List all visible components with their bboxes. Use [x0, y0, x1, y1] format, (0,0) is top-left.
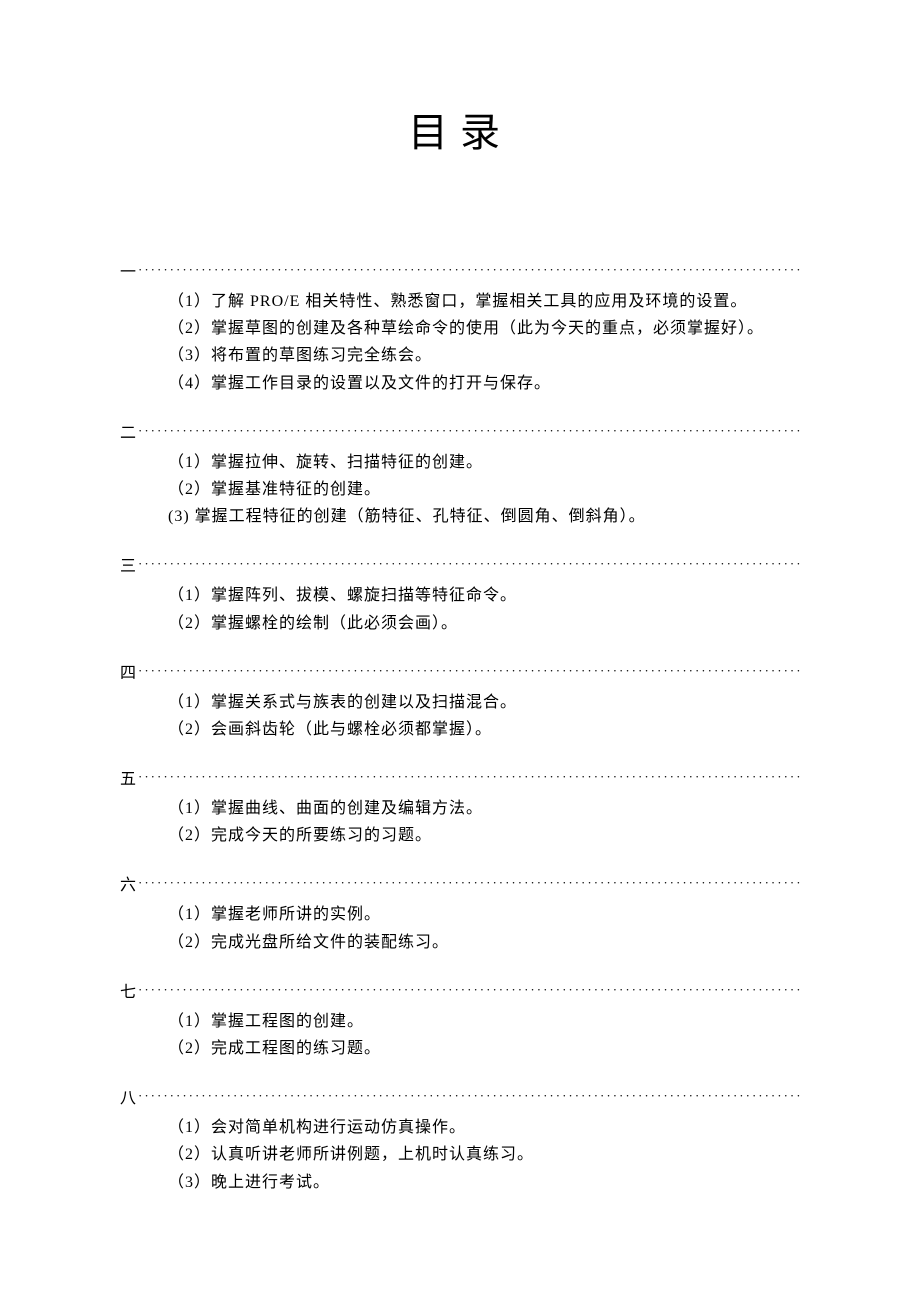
list-item: （2）会画斜齿轮（此与螺栓必须都掌握）。 — [168, 716, 800, 743]
item-list: （1）掌握曲线、曲面的创建及编辑方法。（2）完成今天的所要练习的习题。 — [120, 795, 800, 849]
section-header: 六 — [120, 871, 800, 895]
list-item: （1）会对简单机构进行运动仿真操作。 — [168, 1114, 800, 1141]
leader-dots — [136, 773, 800, 789]
leader-dots — [136, 667, 800, 683]
item-list: （1）掌握工程图的创建。（2）完成工程图的练习题。 — [120, 1008, 800, 1062]
list-item: （1）掌握工程图的创建。 — [168, 1008, 800, 1035]
list-item: （2）掌握草图的创建及各种草绘命令的使用（此为今天的重点，必须掌握好）。 — [168, 315, 800, 342]
leader-dots — [136, 879, 800, 895]
list-item: （2）完成工程图的练习题。 — [168, 1035, 800, 1062]
list-item: （1）掌握曲线、曲面的创建及编辑方法。 — [168, 795, 800, 822]
list-item: （2）掌握基准特征的创建。 — [168, 476, 800, 503]
item-list: （1）了解 PRO/E 相关特性、熟悉窗口，掌握相关工具的应用及环境的设置。（2… — [120, 288, 800, 397]
leader-dots — [136, 427, 800, 443]
section: 二 （1）掌握拉伸、旋转、扫描特征的创建。（2）掌握基准特征的创建。(3) 掌握工… — [120, 419, 800, 531]
section-header: 四 — [120, 659, 800, 683]
item-list: （1）掌握关系式与族表的创建以及扫描混合。（2）会画斜齿轮（此与螺栓必须都掌握）… — [120, 689, 800, 743]
item-list: （1）掌握拉伸、旋转、扫描特征的创建。（2）掌握基准特征的创建。(3) 掌握工程… — [120, 449, 800, 531]
section-number: 三 — [120, 552, 136, 576]
list-item: （2）掌握螺栓的绘制（此必须会画）。 — [168, 610, 800, 637]
sections-container: 一（1）了解 PRO/E 相关特性、熟悉窗口，掌握相关工具的应用及环境的设置。（… — [120, 258, 800, 1196]
leader-dots — [136, 560, 800, 576]
section: 七 （1）掌握工程图的创建。（2）完成工程图的练习题。 — [120, 978, 800, 1062]
section: 五 （1）掌握曲线、曲面的创建及编辑方法。（2）完成今天的所要练习的习题。 — [120, 765, 800, 849]
section-header: 八 — [120, 1084, 800, 1108]
section-number: 八 — [120, 1084, 136, 1108]
list-item: （2）完成今天的所要练习的习题。 — [168, 822, 800, 849]
item-list: （1）掌握阵列、拔模、螺旋扫描等特征命令。（2）掌握螺栓的绘制（此必须会画）。 — [120, 582, 800, 636]
list-item: （3）晚上进行考试。 — [168, 1169, 800, 1196]
section: 四 （1）掌握关系式与族表的创建以及扫描混合。（2）会画斜齿轮（此与螺栓必须都掌握… — [120, 659, 800, 743]
list-item: （1）掌握拉伸、旋转、扫描特征的创建。 — [168, 449, 800, 476]
list-item: （2）认真听讲老师所讲例题，上机时认真练习。 — [168, 1141, 800, 1168]
list-item: （4）掌握工作目录的设置以及文件的打开与保存。 — [168, 370, 800, 397]
list-item: （1）掌握老师所讲的实例。 — [168, 901, 800, 928]
section-header: 七 — [120, 978, 800, 1002]
list-item: （2）完成光盘所给文件的装配练习。 — [168, 929, 800, 956]
list-item: （1）掌握阵列、拔模、螺旋扫描等特征命令。 — [168, 582, 800, 609]
section: 六 （1）掌握老师所讲的实例。（2）完成光盘所给文件的装配练习。 — [120, 871, 800, 955]
document-title: 目录 — [120, 100, 800, 158]
section: 一（1）了解 PRO/E 相关特性、熟悉窗口，掌握相关工具的应用及环境的设置。（… — [120, 258, 800, 397]
section-header: 二 — [120, 419, 800, 443]
section-header: 三 — [120, 552, 800, 576]
item-list: （1）会对简单机构进行运动仿真操作。（2）认真听讲老师所讲例题，上机时认真练习。… — [120, 1114, 800, 1196]
list-item: (3) 掌握工程特征的创建（筋特征、孔特征、倒圆角、倒斜角）。 — [168, 503, 800, 530]
item-list: （1）掌握老师所讲的实例。（2）完成光盘所给文件的装配练习。 — [120, 901, 800, 955]
section-number: 六 — [120, 871, 136, 895]
leader-dots — [136, 1092, 800, 1108]
leader-dots — [136, 266, 800, 282]
list-item: （1）了解 PRO/E 相关特性、熟悉窗口，掌握相关工具的应用及环境的设置。 — [168, 288, 800, 315]
leader-dots — [136, 986, 800, 1002]
section-header: 一 — [120, 258, 800, 282]
section-number: 七 — [120, 978, 136, 1002]
section: 三 （1）掌握阵列、拔模、螺旋扫描等特征命令。（2）掌握螺栓的绘制（此必须会画）。 — [120, 552, 800, 636]
section-number: 二 — [120, 419, 136, 443]
list-item: （1）掌握关系式与族表的创建以及扫描混合。 — [168, 689, 800, 716]
section-header: 五 — [120, 765, 800, 789]
section-number: 一 — [120, 258, 136, 282]
section-number: 四 — [120, 659, 136, 683]
list-item: （3）将布置的草图练习完全练会。 — [168, 342, 800, 369]
section: 八 （1）会对简单机构进行运动仿真操作。（2）认真听讲老师所讲例题，上机时认真练习… — [120, 1084, 800, 1196]
section-number: 五 — [120, 765, 136, 789]
